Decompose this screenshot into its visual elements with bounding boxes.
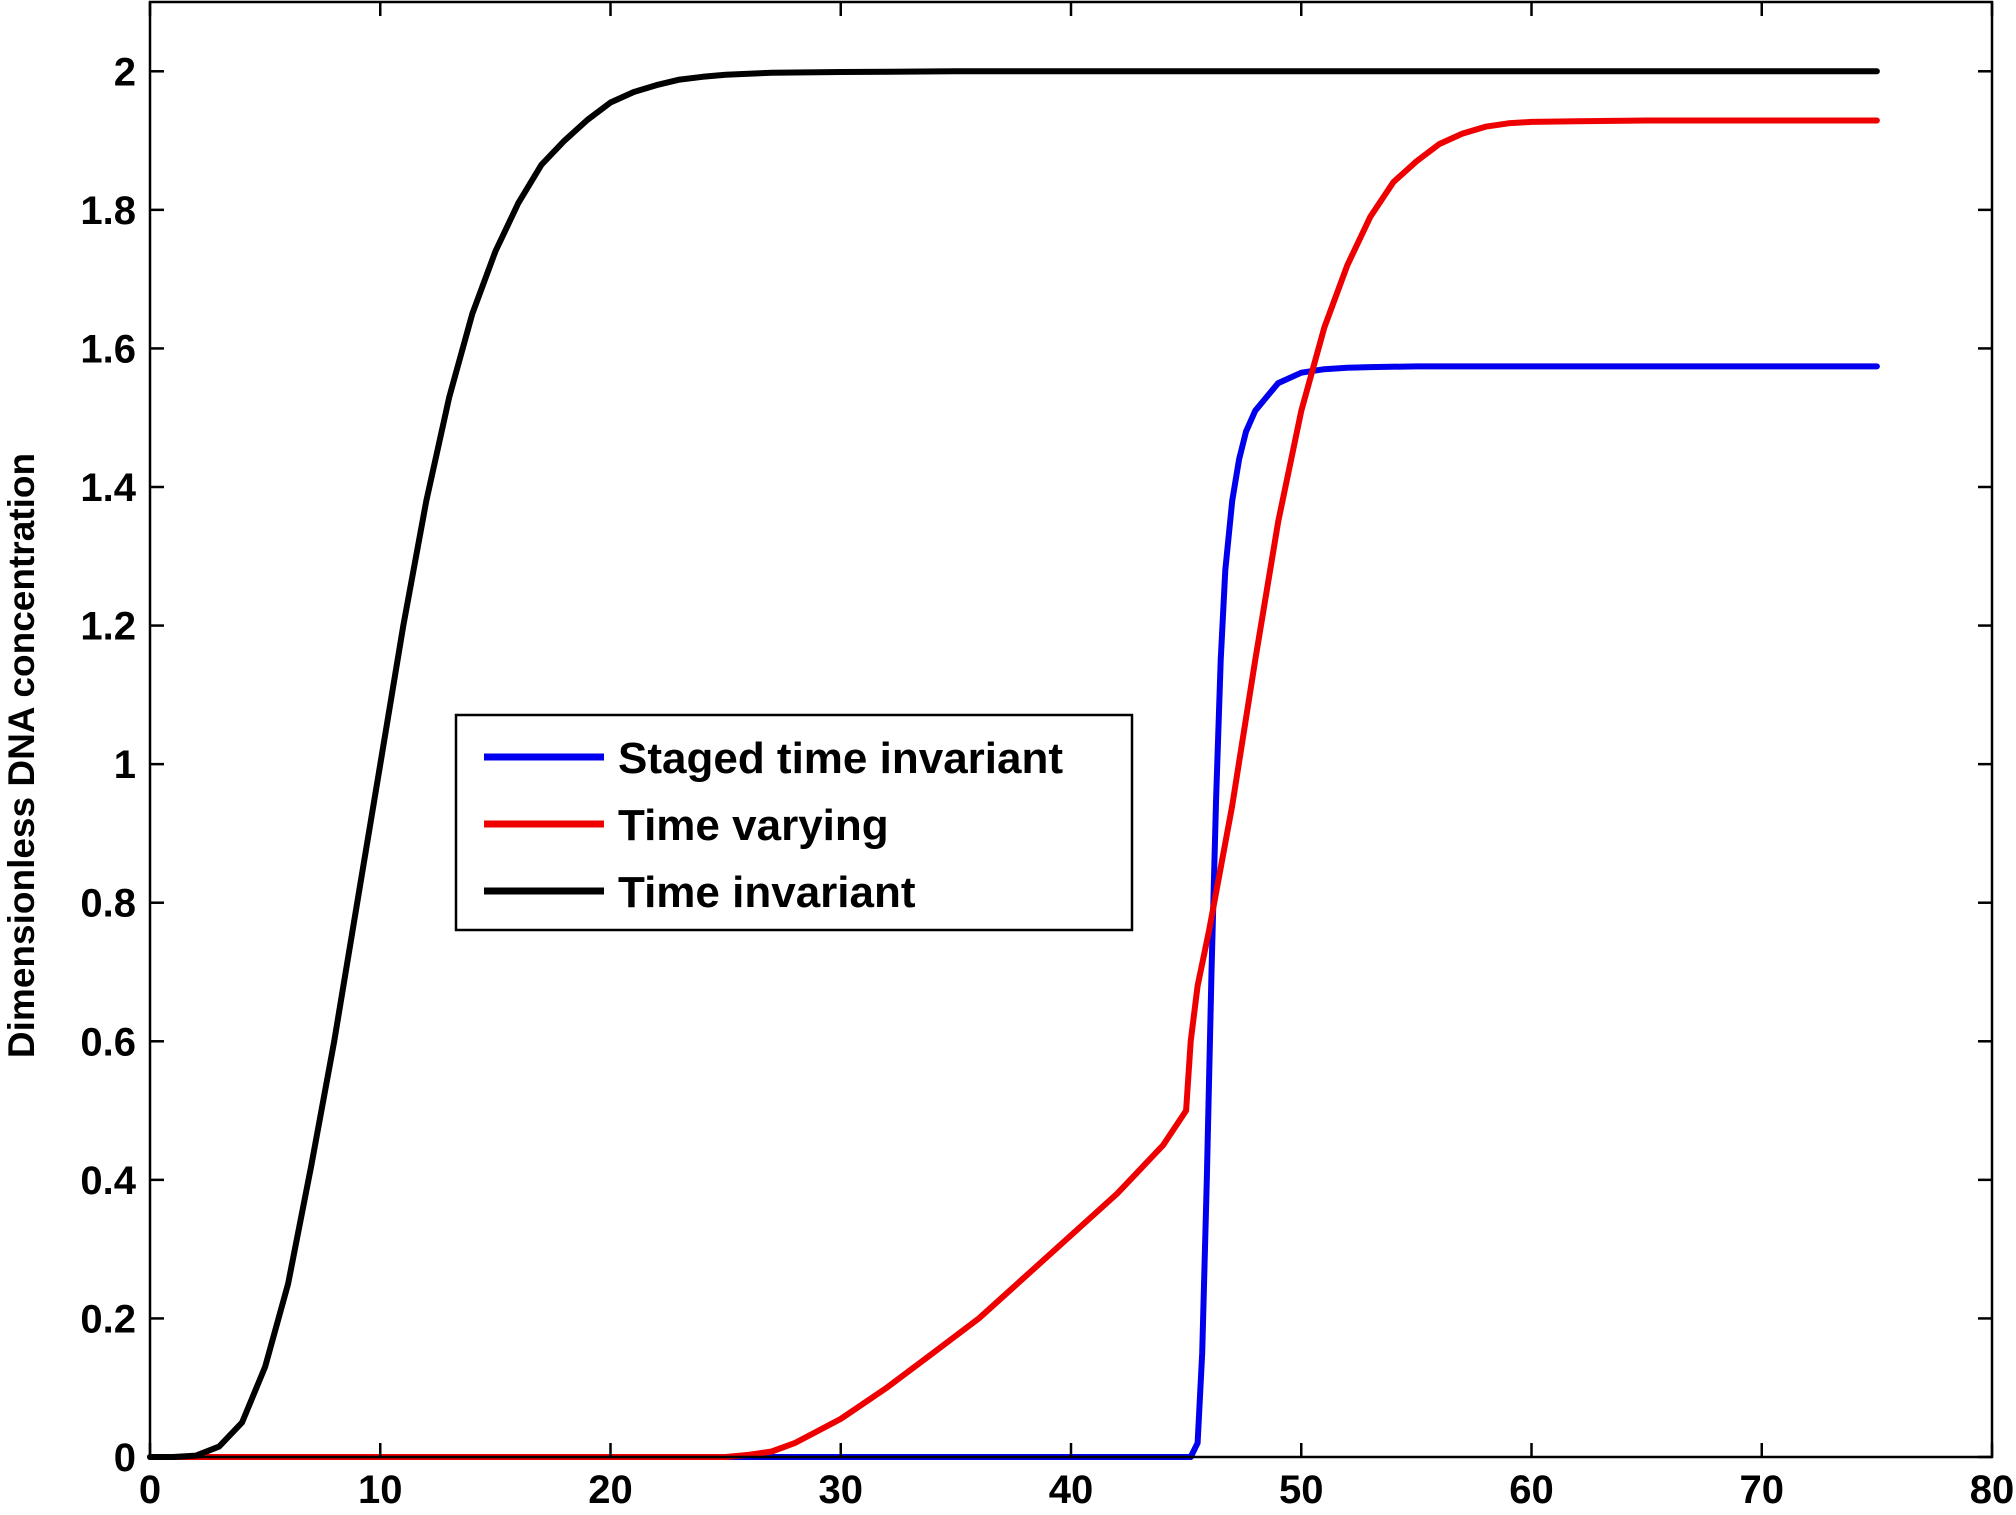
- x-tick-label: 0: [139, 1468, 161, 1512]
- y-tick-label: 2: [114, 50, 136, 94]
- series-line-staged-time-invariant: [147, 363, 1880, 1460]
- y-tick-label: 0.6: [80, 1020, 136, 1064]
- y-tick-label: 0.8: [80, 882, 136, 926]
- legend-label: Staged time invariant: [618, 734, 1063, 783]
- x-tick-label: 20: [588, 1468, 633, 1512]
- y-tick-label: 1.4: [80, 466, 136, 510]
- y-tick-label: 0.2: [80, 1297, 136, 1341]
- x-tick-label: 60: [1509, 1468, 1554, 1512]
- x-tick-label: 70: [1740, 1468, 1785, 1512]
- series-line-time-invariant: [147, 68, 1880, 1460]
- y-tick-label: 1.8: [80, 189, 136, 233]
- x-tick-label: 30: [819, 1468, 864, 1512]
- x-tick-label: 80: [1970, 1468, 2015, 1512]
- y-tick-label: 1: [114, 743, 136, 787]
- x-tick-label: 10: [358, 1468, 403, 1512]
- x-tick-label: 40: [1049, 1468, 1094, 1512]
- series-layer: [147, 68, 1880, 1460]
- y-axis-label: Dimensionless DNA concentration: [1, 453, 42, 1058]
- labels-layer: Dimensionless DNA concentration: [1, 453, 42, 1058]
- legend: Staged time invariant Time varying Time in…: [454, 713, 1134, 932]
- x-tick-label: 50: [1279, 1468, 1324, 1512]
- y-tick-label: 0: [114, 1436, 136, 1480]
- series-line-time-varying: [147, 117, 1880, 1460]
- y-tick-label: 1.6: [80, 327, 136, 371]
- legend-label: Time invariant: [618, 868, 916, 917]
- legend-label: Time varying: [618, 801, 889, 850]
- y-tick-label: 1.2: [80, 605, 136, 649]
- y-tick-label: 0.4: [80, 1159, 136, 1203]
- ticks-layer: 0 10 20 30 40 50 60 70 80 0 0.2 0.4 0.6 0.8 1 1.2 1.4 1.6…: [80, 2, 2014, 1512]
